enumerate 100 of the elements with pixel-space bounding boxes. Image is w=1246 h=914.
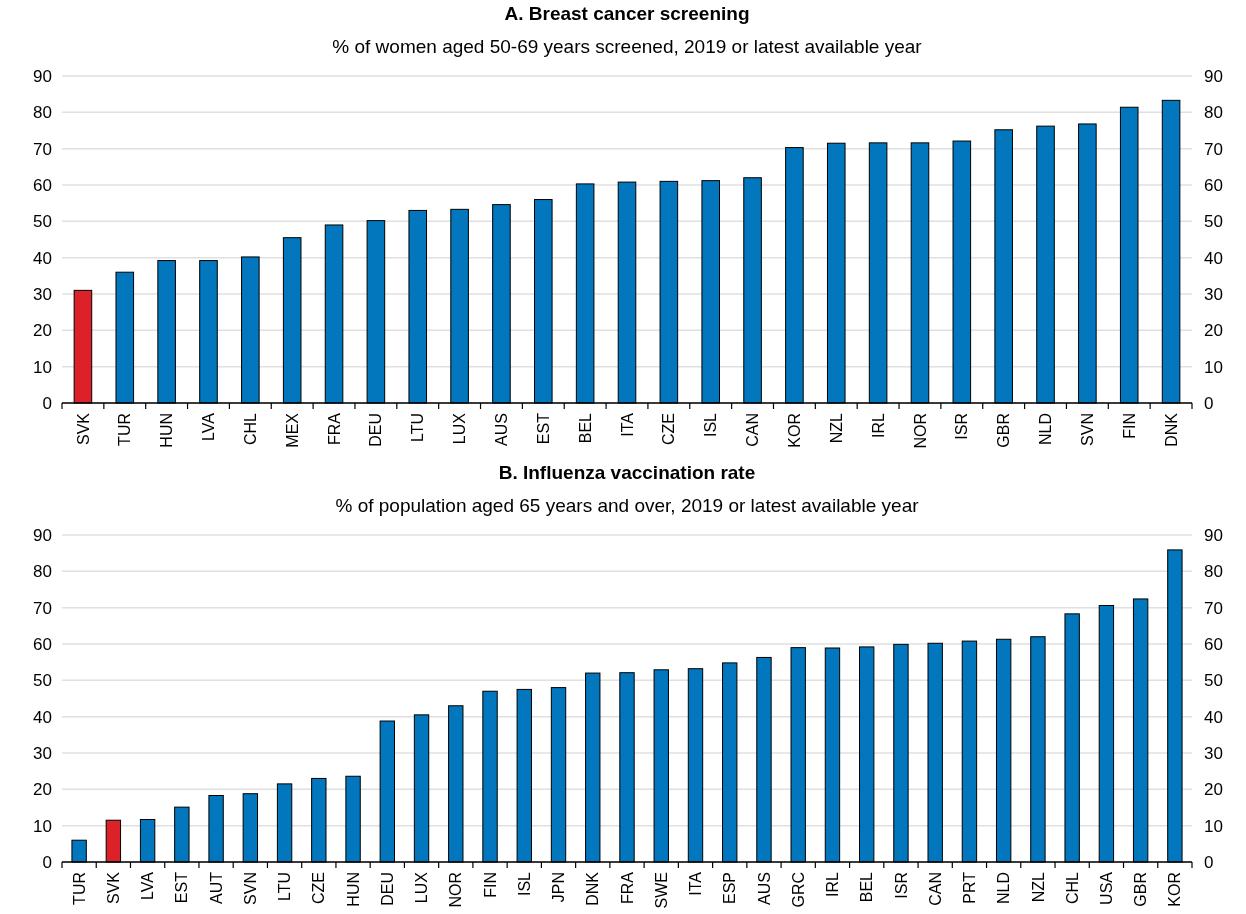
- x-tick-label: NLD: [995, 872, 1013, 905]
- x-tick-label: CZE: [660, 413, 678, 445]
- x-tick-label: LUX: [413, 871, 431, 904]
- y-tick-label: 10: [33, 816, 52, 836]
- y2-tick-label: 20: [1204, 321, 1223, 341]
- x-tick-label: EST: [173, 871, 191, 904]
- x-tick-label: CHL: [241, 412, 259, 446]
- x-tick-label: ISR: [953, 413, 971, 440]
- y2-tick-label: 80: [1204, 562, 1223, 582]
- x-tick-label: DNK: [584, 871, 602, 906]
- y-tick-label: 90: [33, 66, 52, 86]
- x-tick-label: CAN: [744, 413, 762, 447]
- y-tick-label: 70: [33, 598, 52, 618]
- y-tick-label: 40: [33, 707, 52, 727]
- x-tick-label: LVA: [200, 412, 218, 441]
- y2-tick-label: 40: [1204, 707, 1223, 727]
- x-tick-label: FRA: [618, 871, 636, 904]
- x-tick-label: ISR: [892, 872, 910, 899]
- x-tick-label: NLD: [1037, 413, 1055, 446]
- x-tick-label: PRT: [961, 871, 979, 904]
- y-tick-label: 70: [33, 139, 52, 159]
- y2-tick-label: 80: [1204, 103, 1223, 123]
- y-tick-label: 60: [33, 175, 52, 195]
- y2-tick-label: 70: [1204, 598, 1223, 618]
- y-tick-label: 60: [33, 634, 52, 654]
- x-tick-label: ITA: [618, 412, 636, 437]
- x-tick-label: SVK: [104, 871, 122, 905]
- y2-tick-label: 60: [1204, 175, 1223, 195]
- x-tick-label: IRL: [824, 871, 842, 897]
- y-tick-label: 10: [33, 357, 52, 377]
- x-tick-label: TUR: [116, 413, 134, 446]
- x-tick-label: SVK: [74, 412, 92, 446]
- x-tick-label: LTU: [276, 872, 294, 902]
- chart-title: A. Breast cancer screening: [504, 3, 750, 24]
- y-tick-label: 0: [42, 852, 52, 872]
- x-tick-label: SWE: [652, 872, 670, 909]
- y-tick-label: 20: [33, 321, 52, 341]
- x-tick-label: ISL: [515, 871, 533, 897]
- x-tick-label: AUS: [755, 872, 773, 905]
- x-tick-label: LUX: [451, 412, 469, 445]
- y-tick-label: 50: [33, 671, 52, 691]
- x-tick-label: KOR: [1166, 872, 1184, 907]
- chart-subtitle: % of population aged 65 years and over, 2019 or latest available year: [335, 495, 920, 516]
- y-tick-label: 0: [42, 393, 52, 413]
- x-tick-label: EST: [534, 412, 552, 445]
- y-tick-label: 90: [33, 525, 52, 545]
- y2-tick-label: 90: [1204, 525, 1223, 545]
- y2-tick-label: 30: [1204, 743, 1223, 763]
- x-tick-label: IRL: [869, 412, 887, 438]
- x-tick-label: JPN: [550, 872, 568, 903]
- x-tick-label: HUN: [344, 872, 362, 907]
- y-tick-label: 80: [33, 103, 52, 123]
- x-tick-label: SVN: [1078, 413, 1096, 446]
- x-tick-label: LVA: [139, 871, 157, 900]
- x-tick-label: TUR: [70, 872, 88, 905]
- y2-tick-label: 40: [1204, 248, 1223, 268]
- x-tick-label: ESP: [721, 872, 739, 905]
- y2-tick-label: 0: [1204, 852, 1214, 872]
- x-tick-label: KOR: [786, 413, 804, 448]
- y2-tick-label: 70: [1204, 139, 1223, 159]
- x-tick-label: CHL: [1063, 871, 1081, 905]
- x-tick-label: AUT: [207, 871, 225, 904]
- chart-subtitle: % of women aged 50-69 years screened, 2019 or latest available year: [332, 36, 923, 57]
- y2-tick-label: 60: [1204, 634, 1223, 654]
- y2-tick-label: 50: [1204, 212, 1223, 232]
- x-tick-label: CAN: [926, 872, 944, 906]
- x-tick-label: AUS: [493, 413, 511, 446]
- x-tick-label: NOR: [447, 872, 465, 908]
- chart-title: B. Influenza vaccination rate: [498, 462, 756, 483]
- x-tick-label: USA: [1097, 871, 1115, 905]
- y2-tick-label: 0: [1204, 393, 1214, 413]
- y2-tick-label: 90: [1204, 66, 1223, 86]
- x-tick-label: NZL: [1029, 871, 1047, 903]
- y-tick-label: 30: [33, 743, 52, 763]
- x-tick-label: ISL: [702, 412, 720, 438]
- x-tick-label: MEX: [283, 412, 301, 448]
- x-tick-label: ITA: [687, 871, 705, 896]
- x-tick-label: FIN: [481, 872, 499, 898]
- x-tick-label: DEU: [367, 413, 385, 447]
- x-tick-label: SVN: [241, 872, 259, 905]
- y2-tick-label: 30: [1204, 284, 1223, 304]
- x-tick-label: GBR: [1132, 872, 1150, 907]
- x-tick-label: BEL: [858, 871, 876, 903]
- x-tick-label: FRA: [325, 412, 343, 445]
- x-tick-label: GBR: [995, 413, 1013, 448]
- x-tick-label: NOR: [911, 413, 929, 449]
- y2-tick-label: 20: [1204, 780, 1223, 800]
- x-tick-label: BEL: [576, 412, 594, 444]
- y-tick-label: 80: [33, 562, 52, 582]
- x-tick-label: NZL: [827, 412, 845, 444]
- y-tick-label: 40: [33, 248, 52, 268]
- y-tick-label: 30: [33, 284, 52, 304]
- x-tick-label: HUN: [158, 413, 176, 448]
- x-tick-label: FIN: [1120, 413, 1138, 439]
- y-tick-label: 20: [33, 780, 52, 800]
- y2-tick-label: 10: [1204, 816, 1223, 836]
- y2-tick-label: 50: [1204, 671, 1223, 691]
- x-tick-label: LTU: [409, 413, 427, 443]
- x-tick-label: DEU: [378, 872, 396, 906]
- y2-tick-label: 10: [1204, 357, 1223, 377]
